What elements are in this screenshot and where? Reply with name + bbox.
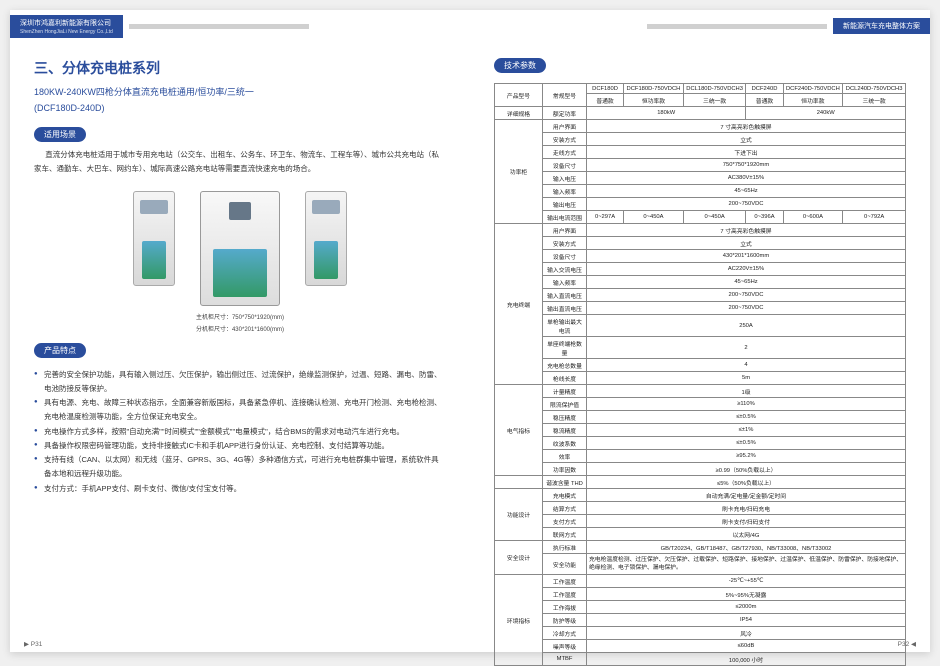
feature-list: 完善的安全保护功能，具有输入侧过压、欠压保护，输出侧过压、过流保护，绝缘监测保护… (34, 368, 446, 496)
scene-text: 直流分体充电桩适用于城市专用充电站（公交车、出租车、公务车、环卫车、物流车、工程… (34, 148, 446, 177)
subtitle-1: 180KW-240KW四枪分体直流充电桩通用/恒功率/三统一 (34, 86, 446, 100)
feature-item: 具备操作权限密码管理功能，支持非接触式IC卡和手机APP进行身份认证、充电控制、… (34, 439, 446, 453)
group-func: 功能设计 (495, 489, 543, 541)
spec-table: 产品型号 常规型号 DCF180DDCF180D-750VDCHDCL180D-… (494, 83, 906, 666)
group-safe: 安全设计 (495, 541, 543, 575)
page-num-right: P32 ◀ (898, 640, 916, 648)
charger-terminal-left (133, 191, 175, 286)
feature-item: 支持有线（CAN、以太网）和无线（蓝牙、GPRS、3G、4G等）多种通信方式，可… (34, 453, 446, 482)
feature-item: 支付方式：手机APP支付、刷卡支付、微信/支付宝支付等。 (34, 482, 446, 496)
product-images (34, 191, 446, 306)
company-cn: 深圳市鸿嘉利新能源有限公司 (20, 20, 111, 27)
feature-item: 具有电源、充电、故障三种状态指示，全面兼容新版国标，具备紧急停机、连接确认检测、… (34, 396, 446, 425)
charger-terminal-right (305, 191, 347, 286)
pill-spec: 技术参数 (494, 58, 546, 73)
feature-item: 充电操作方式多样，按照"自动充满""时间模式""金额模式""电量模式"，结合BM… (34, 425, 446, 439)
caption-main: 主机柜尺寸：750*750*1920(mm) (34, 312, 446, 321)
pill-features: 产品特点 (34, 343, 86, 358)
caption-sub: 分机柜尺寸：430*201*1600(mm) (34, 324, 446, 333)
th-spec: 详细规格 (495, 107, 543, 120)
pill-scene: 适用场景 (34, 127, 86, 142)
group-env: 环境指标 (495, 575, 543, 666)
page-num-left: ▶ P31 (24, 640, 42, 648)
th-model: 产品型号 (495, 84, 543, 107)
feature-item: 完善的安全保护功能，具有输入侧过压、欠压保护，输出侧过压、过流保护，绝缘监测保护… (34, 368, 446, 397)
header-stripe-r (647, 24, 827, 29)
header-stripe (129, 24, 309, 29)
doc-title: 新能源汽车充电整体方案 (833, 18, 930, 34)
subtitle-2: (DCF180D-240D) (34, 102, 446, 116)
charger-main-cabinet (200, 191, 280, 306)
company-en: ShenZhen HongJiaLi New Energy Co.,Ltd (20, 29, 113, 35)
group-elec: 电气指标 (495, 385, 543, 476)
group-term: 充电终端 (495, 224, 543, 385)
section-title: 三、分体充电桩系列 (34, 58, 446, 78)
group-eff: 功率柜 (495, 120, 543, 224)
th-conv: 常规型号 (543, 84, 587, 107)
company-header: 深圳市鸿嘉利新能源有限公司 ShenZhen HongJiaLi New Ene… (10, 15, 123, 38)
